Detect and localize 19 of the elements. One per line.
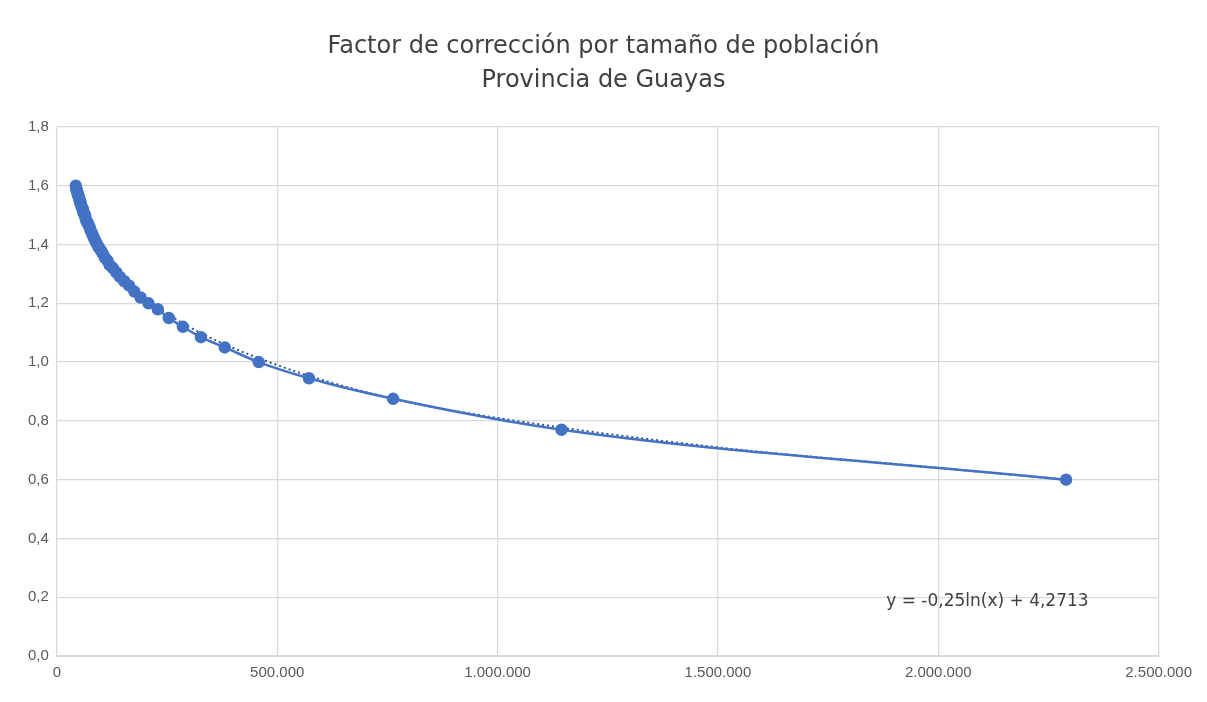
y-tick-label: 1,8: [27, 117, 49, 135]
chart-title: Factor de corrección por tamaño de población: [326, 30, 881, 61]
y-tick-label: 1,2: [27, 293, 49, 311]
x-tick-label: 0: [52, 663, 62, 681]
y-tick-label: 0,2: [27, 587, 49, 605]
y-tick-label: 0,8: [27, 411, 49, 429]
y-tick-label: 1,0: [27, 352, 49, 370]
annotation: y = -0,25ln(x) + 4,2713: [886, 590, 1089, 610]
y-tick-label: 0,4: [27, 528, 49, 546]
chart-subtitle: Provincia de Guayas: [480, 64, 727, 95]
x-tick-label: 1.000.000: [464, 663, 531, 681]
x-tick-label: 500.000: [250, 663, 305, 681]
x-tick-label: 2.000.000: [904, 663, 972, 681]
y-tick-label: 1,6: [27, 175, 49, 193]
y-tick-label: 0,0: [27, 646, 49, 664]
y-tick-label: 1,4: [27, 234, 49, 252]
y-tick-label: 0,6: [27, 469, 49, 487]
x-tick-label: 2.500.000: [1125, 663, 1192, 681]
x-tick-label: 1.500.000: [684, 663, 752, 681]
